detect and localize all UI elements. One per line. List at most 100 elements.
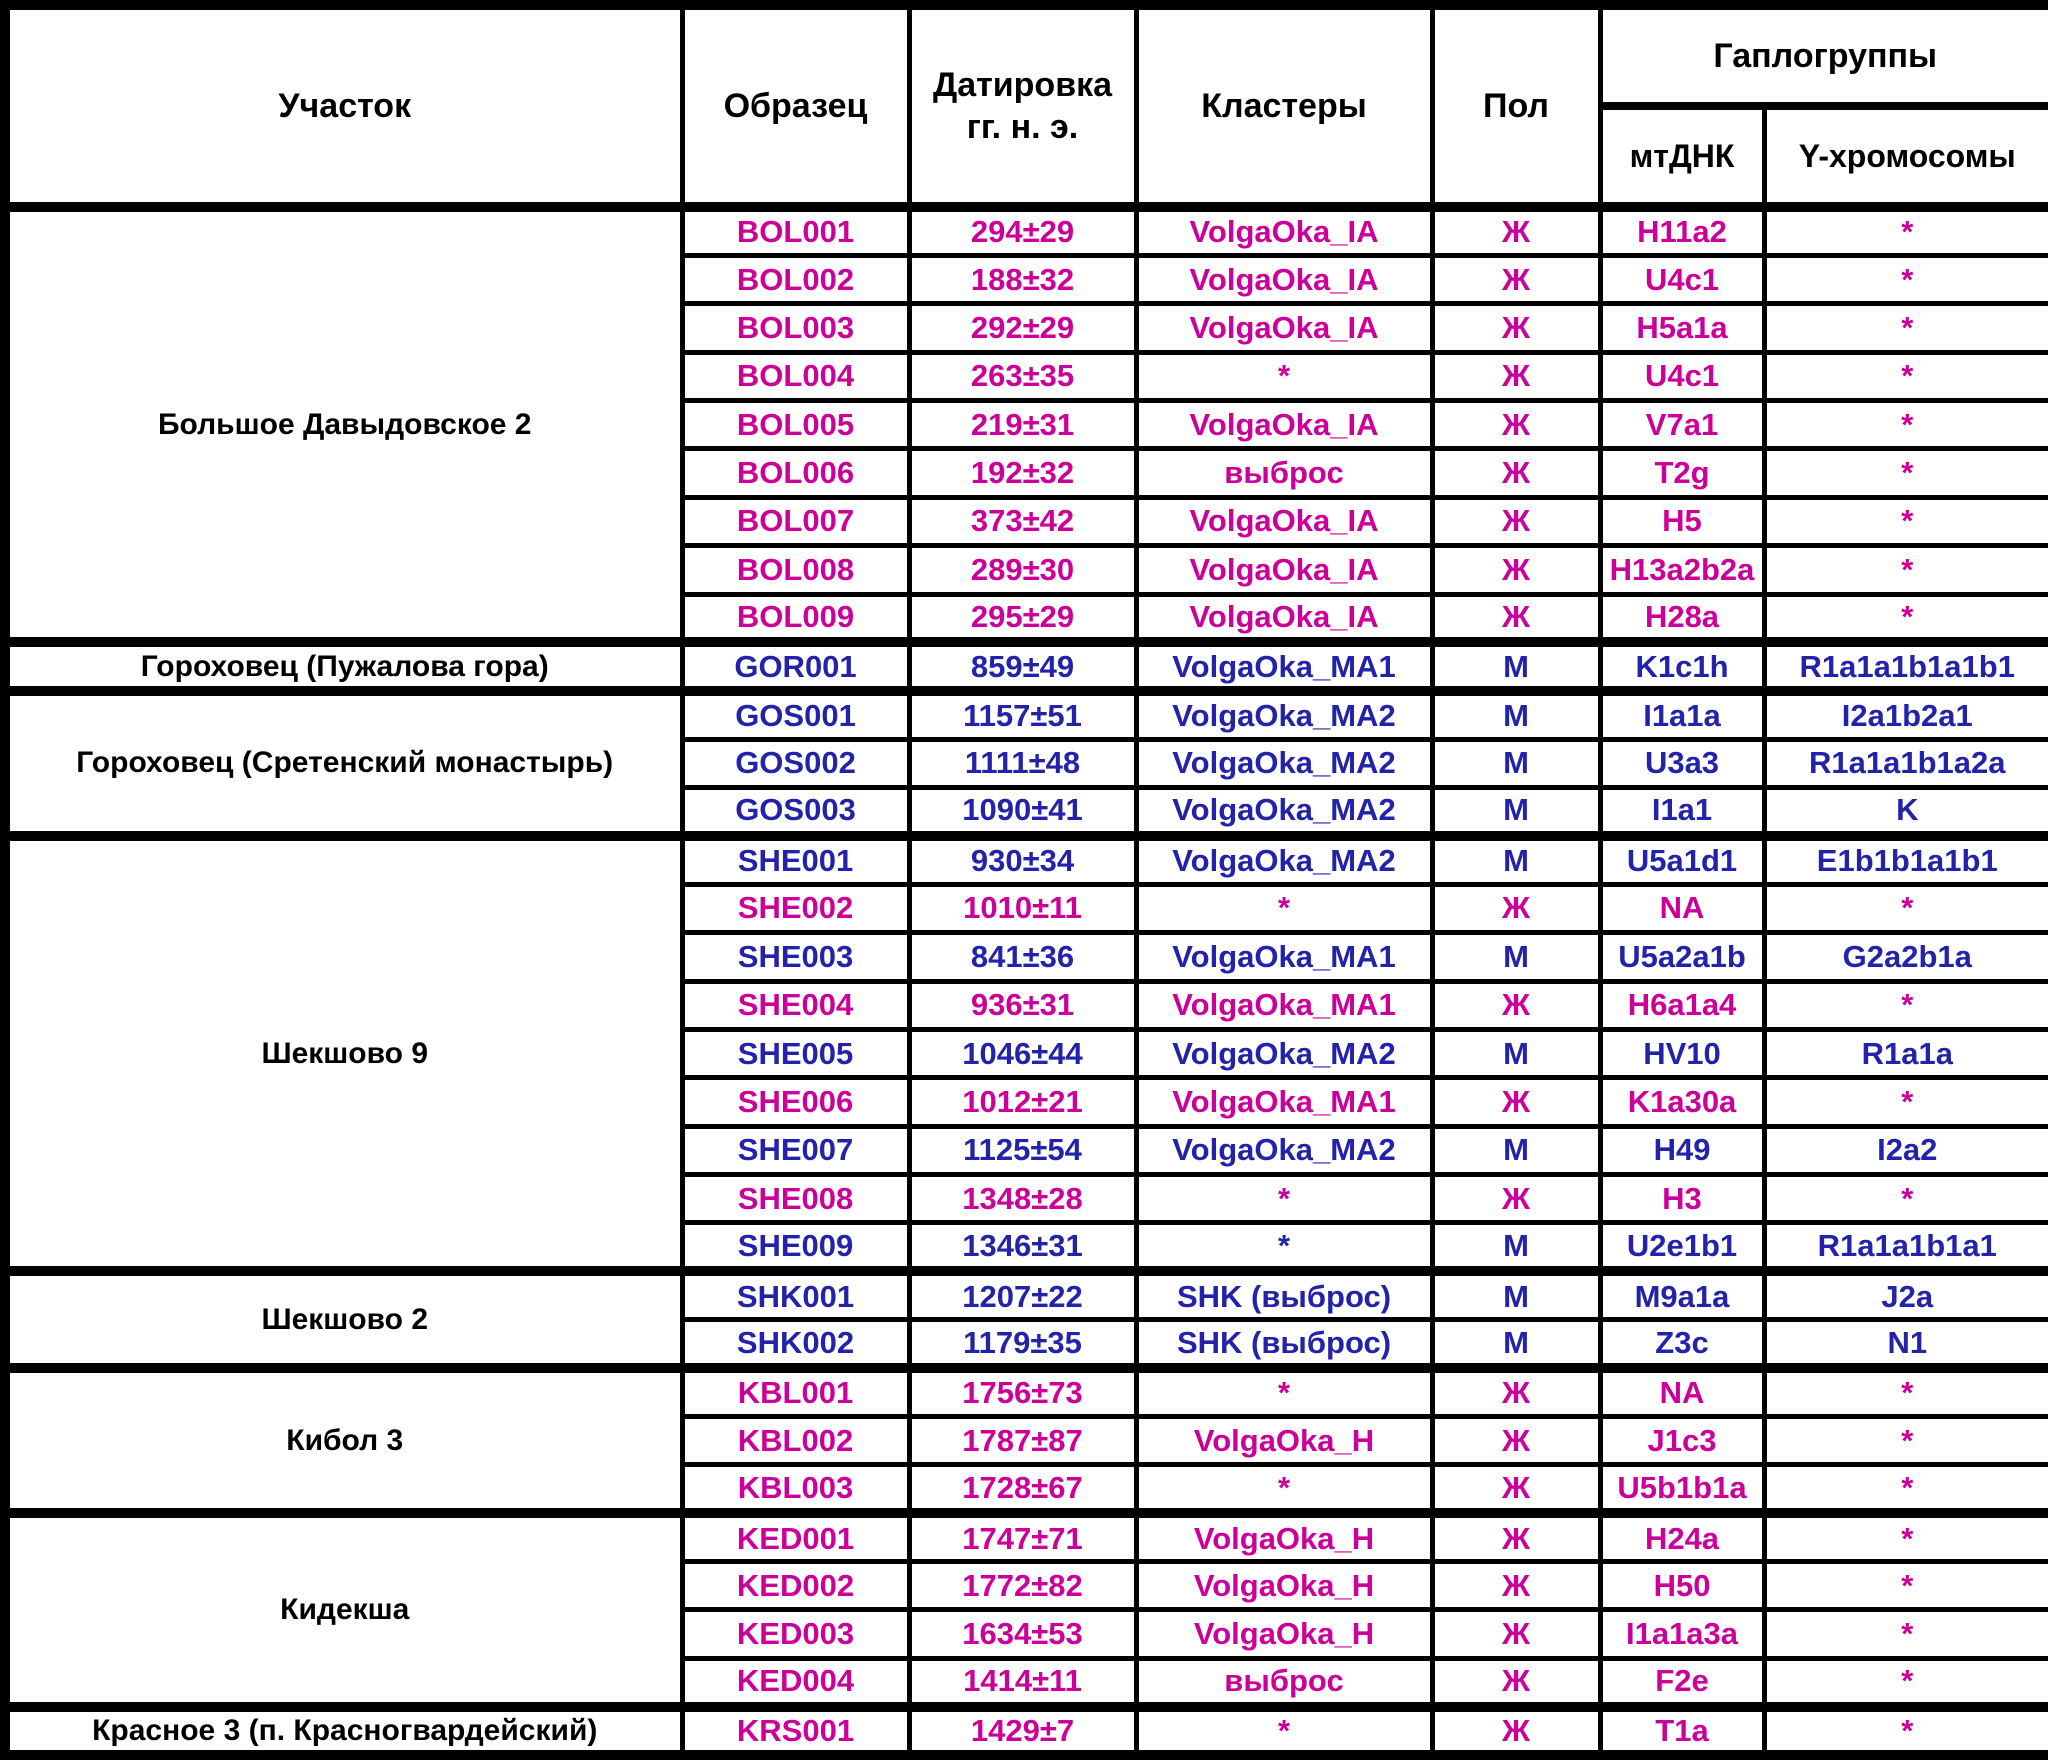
table-row: BOL005 219±31 VolgaOka_IA Ж V7a1 * (5, 397, 2048, 452)
dating-cell: 1111±48 (906, 736, 1139, 791)
cluster-cell: * (1133, 1701, 1435, 1758)
table-row: SHE007 1125±54 VolgaOka_MA2 М H49 I2a2 (5, 1123, 2048, 1178)
mtdna-cell: H50 (1597, 1558, 1767, 1613)
table-row: SHK002 1179±35 SHK (выброс) М Z3c N1 (5, 1317, 2048, 1371)
mtdna-cell: Z3c (1597, 1317, 1767, 1371)
dating-cell: 930±34 (906, 830, 1139, 887)
y-haplogroup-cell: * (1761, 1655, 2048, 1710)
y-haplogroup-cell: K (1761, 784, 2048, 839)
site-cell: Гороховец (Сретенский монастырь) (2, 685, 685, 839)
cluster-cell: VolgaOka_MA2 (1133, 830, 1435, 887)
cluster-cell: выброс (1133, 446, 1435, 500)
sample-cell: SHE006 (679, 1075, 912, 1129)
sex-cell: М (1429, 1026, 1603, 1081)
dating-cell: 1728±67 (906, 1462, 1139, 1516)
dating-cell: 219±31 (906, 397, 1139, 452)
cluster-cell: VolgaOka_MA1 (1133, 1075, 1435, 1129)
y-haplogroup-cell: * (1761, 1607, 2048, 1661)
sample-cell: BOL004 (679, 349, 912, 404)
dating-cell: 1046±44 (906, 1026, 1139, 1081)
mtdna-cell: NA (1597, 1362, 1767, 1419)
cluster-cell: VolgaOka_MA1 (1133, 930, 1435, 984)
mtdna-cell: H24a (1597, 1508, 1767, 1565)
dating-cell: 1772±82 (906, 1558, 1139, 1613)
mtdna-cell: H5 (1597, 494, 1767, 549)
table-row: KBL002 1787±87 VolgaOka_H Ж J1c3 * (5, 1413, 2048, 1468)
sex-cell: М (1429, 637, 1603, 694)
dating-cell: 1090±41 (906, 784, 1139, 839)
table-row: SHE002 1010±11 * Ж NA * (5, 881, 2048, 936)
mtdna-cell: U3a3 (1597, 736, 1767, 791)
site-cell: Шекшово 2 (2, 1266, 685, 1371)
dating-cell: 1125±54 (906, 1123, 1139, 1178)
table-row: Красное 3 (п. Красногвардейский) KRS001 … (2, 1701, 2048, 1758)
sample-cell: SHK001 (679, 1266, 912, 1323)
mtdna-cell: I1a1a (1597, 685, 1767, 742)
y-haplogroup-cell: * (1761, 1171, 2048, 1226)
dating-cell: 192±32 (906, 446, 1139, 500)
sex-cell: Ж (1429, 1655, 1603, 1710)
table-row: SHE009 1346±31 * М U2e1b1 R1a1a1b1a1 (5, 1220, 2048, 1274)
y-haplogroup-cell: * (1761, 1558, 2048, 1613)
mtdna-cell: K1c1h (1597, 637, 1767, 694)
table-row: BOL002 188±32 VolgaOka_IA Ж U4c1 * (5, 252, 2048, 307)
mtdna-cell: T2g (1597, 446, 1767, 500)
sex-cell: Ж (1429, 1171, 1603, 1226)
cluster-cell: VolgaOka_IA (1133, 543, 1435, 597)
sex-cell: Ж (1429, 349, 1603, 404)
cluster-cell: VolgaOka_MA2 (1133, 736, 1435, 791)
cluster-cell: * (1133, 349, 1435, 404)
table-row: Гороховец (Сретенский монастырь) GOS001 … (2, 685, 2048, 839)
dating-cell: 1346±31 (906, 1220, 1139, 1274)
sample-cell: SHE005 (679, 1026, 912, 1081)
mtdna-cell: T1a (1597, 1701, 1767, 1758)
table-row: BOL008 289±30 VolgaOka_IA Ж H13a2b2a * (5, 543, 2048, 597)
col-header-dating-line1: Датировка (932, 65, 1113, 104)
cluster-cell: VolgaOka_IA (1133, 301, 1435, 355)
sex-cell: Ж (1429, 252, 1603, 307)
sex-cell: М (1429, 736, 1603, 791)
y-haplogroup-cell: R1a1a1b1a1b1 (1761, 637, 2048, 694)
cluster-cell: VolgaOka_MA2 (1133, 784, 1435, 839)
mtdna-cell: V7a1 (1597, 397, 1767, 452)
y-haplogroup-cell: * (1761, 252, 2048, 307)
cluster-cell: VolgaOka_H (1133, 1607, 1435, 1661)
y-haplogroup-cell: * (1761, 349, 2048, 404)
mtdna-cell: U2e1b1 (1597, 1220, 1767, 1274)
y-haplogroup-cell: E1b1b1a1b1 (1761, 830, 2048, 887)
y-haplogroup-cell: * (1761, 1413, 2048, 1468)
table-row: BOL006 192±32 выброс Ж T2g * (5, 446, 2048, 500)
sex-cell: Ж (1429, 1462, 1603, 1516)
cluster-cell: VolgaOka_IA (1133, 252, 1435, 307)
y-haplogroup-cell: * (1761, 494, 2048, 549)
col-header-clusters: Кластеры (1133, 2, 1435, 210)
site-cell: Шекшово 9 (2, 830, 685, 1274)
dating-cell: 1787±87 (906, 1413, 1139, 1468)
table-row: KED002 1772±82 VolgaOka_H Ж H50 * (5, 1558, 2048, 1613)
y-haplogroup-cell: J2a (1761, 1266, 2048, 1323)
mtdna-cell: U4c1 (1597, 349, 1767, 404)
dating-cell: 1157±51 (906, 685, 1139, 742)
cluster-cell: VolgaOka_H (1133, 1508, 1435, 1565)
sex-cell: Ж (1429, 201, 1603, 258)
table-row: BOL004 263±35 * Ж U4c1 * (5, 349, 2048, 404)
dating-cell: 859±49 (906, 637, 1139, 694)
sex-cell: М (1429, 1220, 1603, 1274)
cluster-cell: * (1133, 1220, 1435, 1274)
sex-cell: Ж (1429, 881, 1603, 936)
sample-cell: BOL009 (679, 591, 912, 645)
dating-cell: 1010±11 (906, 881, 1139, 936)
cluster-cell: * (1133, 1462, 1435, 1516)
mtdna-cell: H5a1a (1597, 301, 1767, 355)
sample-cell: SHK002 (679, 1317, 912, 1371)
y-haplogroup-cell: R1a1a1b1a1 (1761, 1220, 2048, 1274)
dating-cell: 295±29 (906, 591, 1139, 645)
table-row: BOL009 295±29 VolgaOka_IA Ж H28a * (5, 591, 2048, 645)
table-row: SHE004 936±31 VolgaOka_MA1 Ж H6a1a4 * (5, 978, 2048, 1032)
sample-cell: SHE001 (679, 830, 912, 887)
dating-cell: 1179±35 (906, 1317, 1139, 1371)
dating-cell: 1012±21 (906, 1075, 1139, 1129)
col-header-dating-line2: гг. н. э. (966, 108, 1079, 146)
mtdna-cell: H11a2 (1597, 201, 1767, 258)
site-cell: Кидекша (2, 1508, 685, 1710)
